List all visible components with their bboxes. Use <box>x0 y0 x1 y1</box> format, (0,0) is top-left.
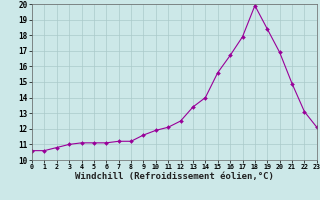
X-axis label: Windchill (Refroidissement éolien,°C): Windchill (Refroidissement éolien,°C) <box>75 172 274 181</box>
